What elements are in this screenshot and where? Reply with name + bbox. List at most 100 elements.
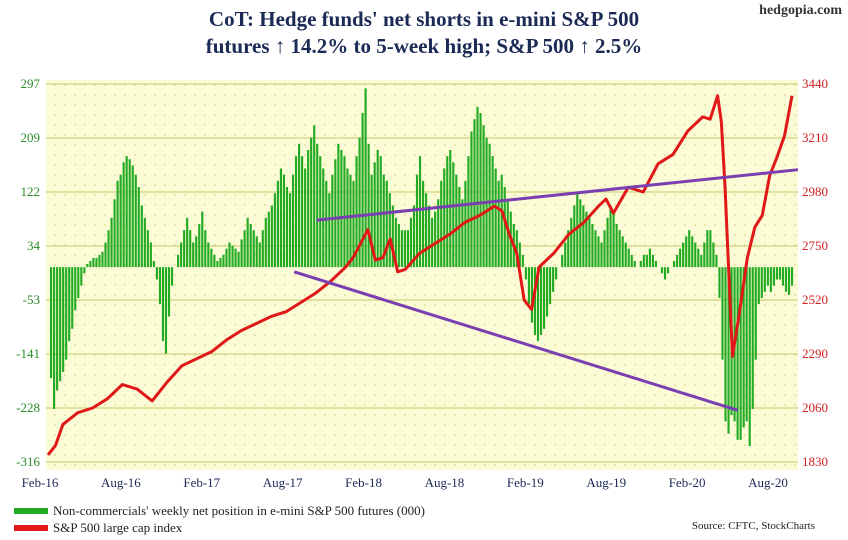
bar bbox=[579, 199, 582, 268]
bar bbox=[276, 180, 279, 268]
bar bbox=[434, 211, 437, 268]
bar bbox=[294, 156, 298, 268]
bar bbox=[467, 156, 470, 268]
bar bbox=[663, 267, 667, 280]
bar bbox=[391, 205, 394, 268]
trendlines bbox=[293, 168, 799, 412]
bar bbox=[267, 211, 270, 268]
bar bbox=[189, 230, 192, 268]
bar bbox=[694, 242, 697, 268]
bar bbox=[591, 223, 594, 268]
x-tick-label: Feb-20 bbox=[669, 475, 706, 490]
bar bbox=[385, 180, 388, 268]
bar bbox=[576, 193, 579, 268]
bar bbox=[352, 180, 355, 268]
site-watermark: hedgopia.com bbox=[759, 3, 842, 18]
bar bbox=[754, 267, 757, 360]
bar bbox=[177, 254, 180, 268]
bar bbox=[651, 254, 654, 268]
bar bbox=[497, 180, 500, 268]
bar bbox=[198, 223, 201, 268]
bar bbox=[409, 217, 413, 268]
bar bbox=[355, 156, 358, 268]
bar bbox=[685, 236, 688, 268]
x-tick-label: Aug-19 bbox=[586, 475, 626, 490]
bar bbox=[71, 267, 74, 329]
trendline bbox=[293, 270, 739, 412]
bar bbox=[146, 230, 149, 268]
x-tick-label: Aug-16 bbox=[101, 475, 141, 490]
bar bbox=[249, 223, 252, 268]
bar bbox=[107, 230, 110, 268]
bar bbox=[621, 236, 624, 268]
bar bbox=[691, 236, 694, 268]
bar bbox=[140, 205, 143, 268]
bar bbox=[567, 230, 570, 268]
bar bbox=[228, 242, 231, 268]
bar bbox=[479, 112, 482, 268]
bar bbox=[155, 267, 158, 280]
bar bbox=[334, 159, 337, 268]
bar bbox=[612, 211, 615, 268]
bar bbox=[597, 236, 600, 268]
chart-title: CoT: Hedge funds' net shorts in e-mini S… bbox=[0, 6, 848, 60]
bar bbox=[609, 205, 612, 268]
bar bbox=[68, 267, 71, 342]
y-tick-right-label: 2290 bbox=[802, 346, 828, 361]
legend-label-line: S&P 500 large cap index bbox=[53, 520, 183, 535]
y-tick-right-label: 2520 bbox=[802, 292, 828, 307]
bar bbox=[225, 248, 228, 268]
bar bbox=[367, 143, 370, 268]
y-tick-right-label: 3440 bbox=[802, 76, 828, 91]
bar bbox=[515, 230, 518, 268]
bar bbox=[452, 162, 455, 268]
title-line-1: CoT: Hedge funds' net shorts in e-mini S… bbox=[208, 7, 640, 31]
bar bbox=[715, 254, 718, 268]
bar bbox=[291, 174, 295, 268]
bar bbox=[688, 230, 691, 268]
x-tick-label: Feb-18 bbox=[345, 475, 382, 490]
bar bbox=[113, 199, 116, 268]
bar bbox=[158, 267, 162, 305]
y-tick-right-label: 1830 bbox=[802, 454, 828, 469]
bar bbox=[310, 137, 313, 268]
bar bbox=[494, 168, 497, 268]
bar bbox=[784, 267, 788, 292]
bar bbox=[673, 260, 676, 268]
bar bbox=[600, 242, 603, 268]
bar bbox=[682, 242, 685, 268]
bar bbox=[500, 174, 503, 268]
bar bbox=[331, 174, 334, 268]
bar bbox=[521, 254, 524, 268]
bar bbox=[443, 168, 446, 268]
x-tick-label: Aug-20 bbox=[748, 475, 788, 490]
legend-item-bars: Non-commercials' weekly net position in … bbox=[14, 502, 425, 519]
bar bbox=[582, 205, 585, 268]
bar bbox=[461, 199, 464, 268]
bar bbox=[476, 106, 479, 268]
bar bbox=[119, 174, 122, 268]
bar bbox=[152, 260, 155, 268]
x-axis-labels: Feb-16 Aug-16 Feb-17 Aug-17 Feb-18 Aug-18 Feb-… bbox=[22, 475, 788, 490]
bar bbox=[65, 267, 68, 360]
bar bbox=[630, 254, 633, 268]
bar bbox=[192, 242, 195, 268]
bar bbox=[736, 267, 739, 440]
y-tick-right-label: 2060 bbox=[802, 400, 828, 415]
bar bbox=[298, 143, 301, 268]
bar bbox=[440, 180, 443, 268]
bar bbox=[258, 242, 261, 268]
bar bbox=[742, 267, 745, 428]
legend-item-line: S&P 500 large cap index bbox=[14, 519, 425, 536]
bar bbox=[59, 267, 62, 382]
bar bbox=[164, 267, 168, 354]
bar bbox=[748, 267, 751, 446]
bar bbox=[204, 230, 207, 268]
bar bbox=[706, 230, 709, 268]
bar bbox=[246, 217, 249, 268]
bar bbox=[473, 119, 476, 268]
bar bbox=[222, 254, 225, 268]
x-tick-label: Feb-19 bbox=[507, 475, 544, 490]
bar bbox=[781, 267, 785, 286]
bar bbox=[415, 174, 419, 268]
